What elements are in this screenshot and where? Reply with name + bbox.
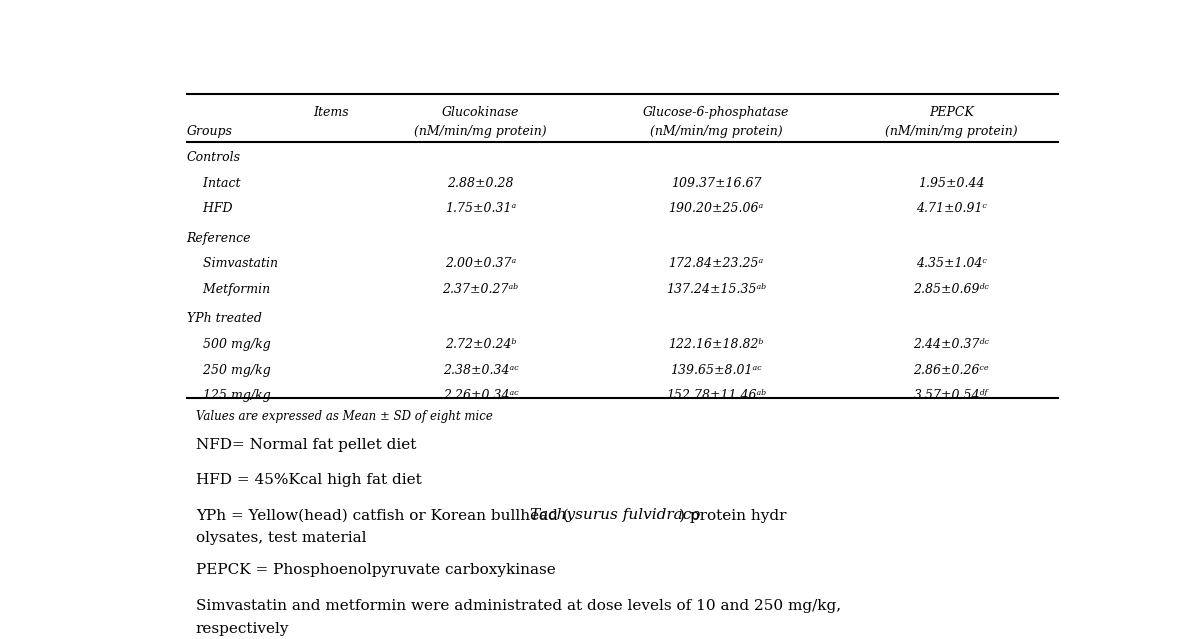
Text: 2.44±0.37ᵈᶜ: 2.44±0.37ᵈᶜ: [914, 338, 989, 351]
Text: (nM/min/mg protein): (nM/min/mg protein): [414, 125, 547, 138]
Text: (nM/min/mg protein): (nM/min/mg protein): [649, 125, 782, 138]
Text: 2.26±0.34ᵃᶜ: 2.26±0.34ᵃᶜ: [443, 389, 518, 402]
Text: 137.24±15.35ᵃᵇ: 137.24±15.35ᵃᵇ: [666, 283, 765, 296]
Text: 122.16±18.82ᵇ: 122.16±18.82ᵇ: [669, 338, 763, 351]
Text: YPh = Yellow(head) catfish or Korean bullhead (: YPh = Yellow(head) catfish or Korean bul…: [196, 509, 568, 523]
Text: PEPCK: PEPCK: [928, 106, 974, 119]
Text: 1.75±0.31ᵃ: 1.75±0.31ᵃ: [445, 203, 517, 215]
Text: 250 mg/kg: 250 mg/kg: [187, 364, 270, 376]
Text: 3.57±0.54ᵈᶠ: 3.57±0.54ᵈᶠ: [914, 389, 988, 402]
Text: Glucose-6-phosphatase: Glucose-6-phosphatase: [642, 106, 789, 119]
Text: HFD: HFD: [187, 203, 232, 215]
Text: 190.20±25.06ᵃ: 190.20±25.06ᵃ: [669, 203, 763, 215]
Text: Values are expressed as Mean ± SD of eight mice: Values are expressed as Mean ± SD of eig…: [196, 410, 493, 424]
Text: 139.65±8.01ᵃᶜ: 139.65±8.01ᵃᶜ: [670, 364, 762, 376]
Text: (nM/min/mg protein): (nM/min/mg protein): [885, 125, 1018, 138]
Text: NFD= Normal fat pellet diet: NFD= Normal fat pellet diet: [196, 438, 416, 452]
Text: respectively: respectively: [196, 622, 289, 636]
Text: 1.95±0.44: 1.95±0.44: [917, 176, 984, 190]
Text: 4.71±0.91ᶜ: 4.71±0.91ᶜ: [916, 203, 987, 215]
Text: 2.00±0.37ᵃ: 2.00±0.37ᵃ: [445, 258, 517, 270]
Text: 2.88±0.28: 2.88±0.28: [447, 176, 514, 190]
Text: Items: Items: [313, 106, 349, 119]
Text: 152.78±11.46ᵃᵇ: 152.78±11.46ᵃᵇ: [666, 389, 765, 402]
Text: Simvastatin and metformin were administrated at dose levels of 10 and 250 mg/kg,: Simvastatin and metformin were administr…: [196, 599, 841, 613]
Text: Glucokinase: Glucokinase: [443, 106, 519, 119]
Text: 500 mg/kg: 500 mg/kg: [187, 338, 270, 351]
Text: 2.85±0.69ᵈᶜ: 2.85±0.69ᵈᶜ: [914, 283, 989, 296]
Text: 125 mg/kg: 125 mg/kg: [187, 389, 270, 402]
Text: 2.72±0.24ᵇ: 2.72±0.24ᵇ: [445, 338, 517, 351]
Text: 172.84±23.25ᵃ: 172.84±23.25ᵃ: [669, 258, 763, 270]
Text: Controls: Controls: [187, 151, 240, 164]
Text: 2.86±0.26ᶜᵉ: 2.86±0.26ᶜᵉ: [914, 364, 989, 376]
Text: 2.38±0.34ᵃᶜ: 2.38±0.34ᵃᶜ: [443, 364, 518, 376]
Text: 109.37±16.67: 109.37±16.67: [671, 176, 761, 190]
Text: Simvastatin: Simvastatin: [187, 258, 277, 270]
Text: HFD = 45%Kcal high fat diet: HFD = 45%Kcal high fat diet: [196, 473, 422, 487]
Text: 2.37±0.27ᵃᵇ: 2.37±0.27ᵃᵇ: [443, 283, 519, 296]
Text: Groups: Groups: [187, 125, 232, 138]
Text: YPh treated: YPh treated: [187, 312, 262, 325]
Text: Intact: Intact: [187, 176, 240, 190]
Text: ) protein hydr: ) protein hydr: [679, 509, 787, 523]
Text: olysates, test material: olysates, test material: [196, 532, 366, 546]
Text: 4.35±1.04ᶜ: 4.35±1.04ᶜ: [916, 258, 987, 270]
Text: Tachysurus fulvidraco: Tachysurus fulvidraco: [530, 509, 700, 523]
Text: Reference: Reference: [187, 232, 251, 245]
Text: Metformin: Metformin: [187, 283, 270, 296]
Text: PEPCK = Phosphoenolpyruvate carboxykinase: PEPCK = Phosphoenolpyruvate carboxykinas…: [196, 564, 556, 577]
